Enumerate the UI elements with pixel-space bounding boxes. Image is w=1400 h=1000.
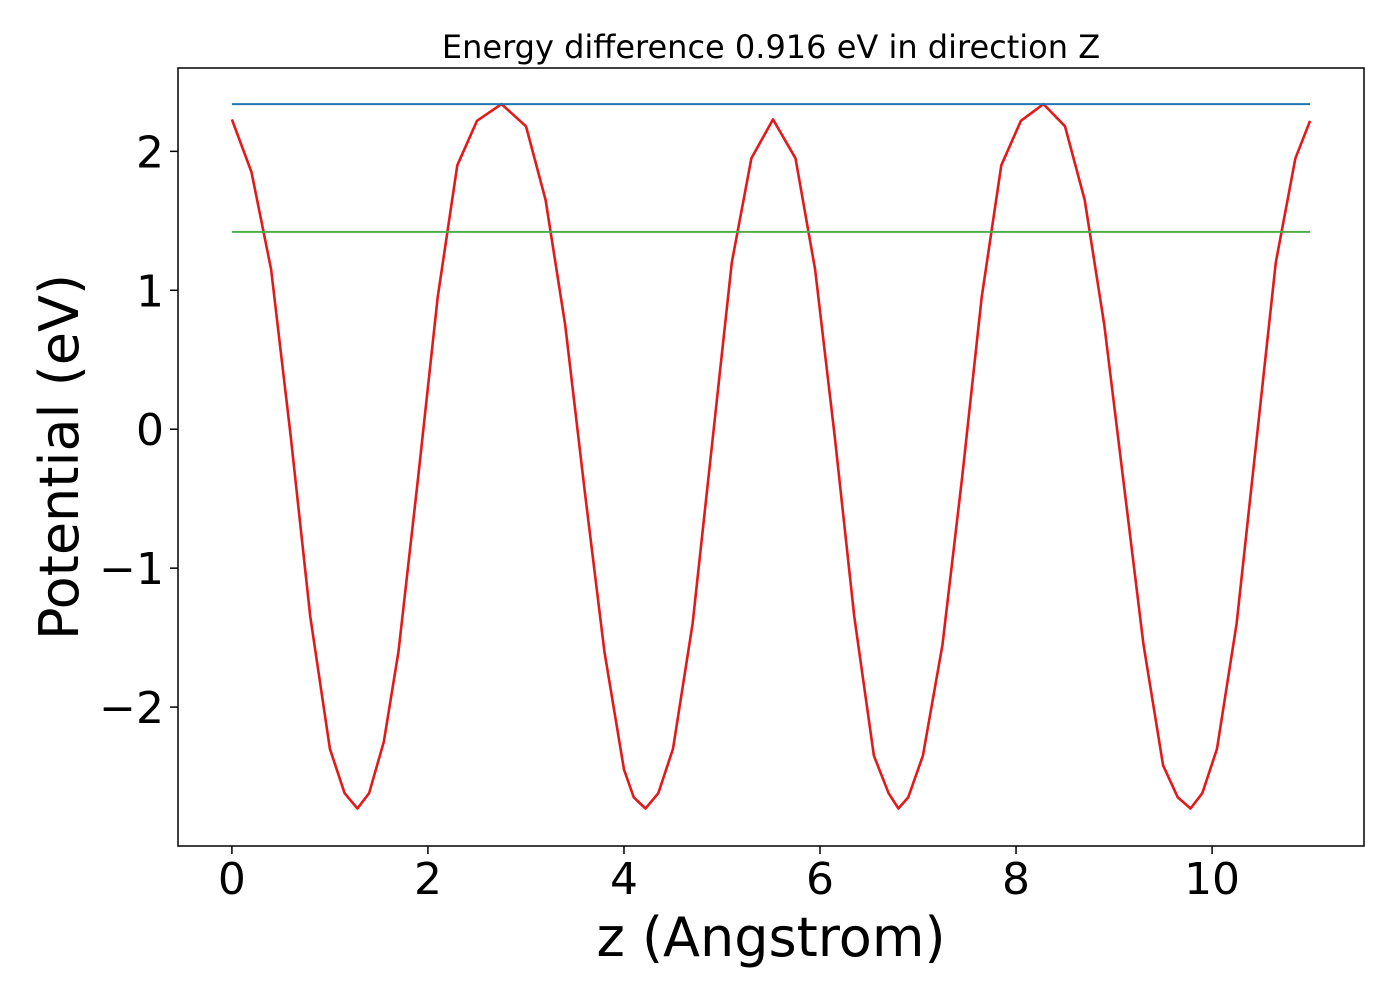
plot-frame [177,67,1365,847]
x-axis-ticks: 0 2 4 6 8 10 [218,846,1240,905]
y-axis-ticks: −2 −1 0 1 2 [99,127,178,734]
x-tick-label: 8 [1002,854,1030,905]
x-tick-label: 10 [1184,854,1240,905]
x-tick-label: 4 [610,854,638,905]
x-tick-label: 0 [218,854,246,905]
y-tick-label: −2 [99,683,164,734]
x-tick-label: 6 [806,854,834,905]
y-tick-label: 1 [136,266,164,317]
y-tick-label: 2 [136,127,164,178]
y-tick-label: −1 [99,544,164,595]
potential-curve [230,102,1312,810]
y-axis-label: Potential (eV) [28,274,91,640]
x-tick-label: 2 [414,854,442,905]
series-layer [230,102,1312,810]
chart-title: Energy difference 0.916 eV in direction … [442,28,1100,66]
y-tick-label: 0 [136,405,164,456]
x-axis-label: z (Angstrom) [596,906,945,969]
